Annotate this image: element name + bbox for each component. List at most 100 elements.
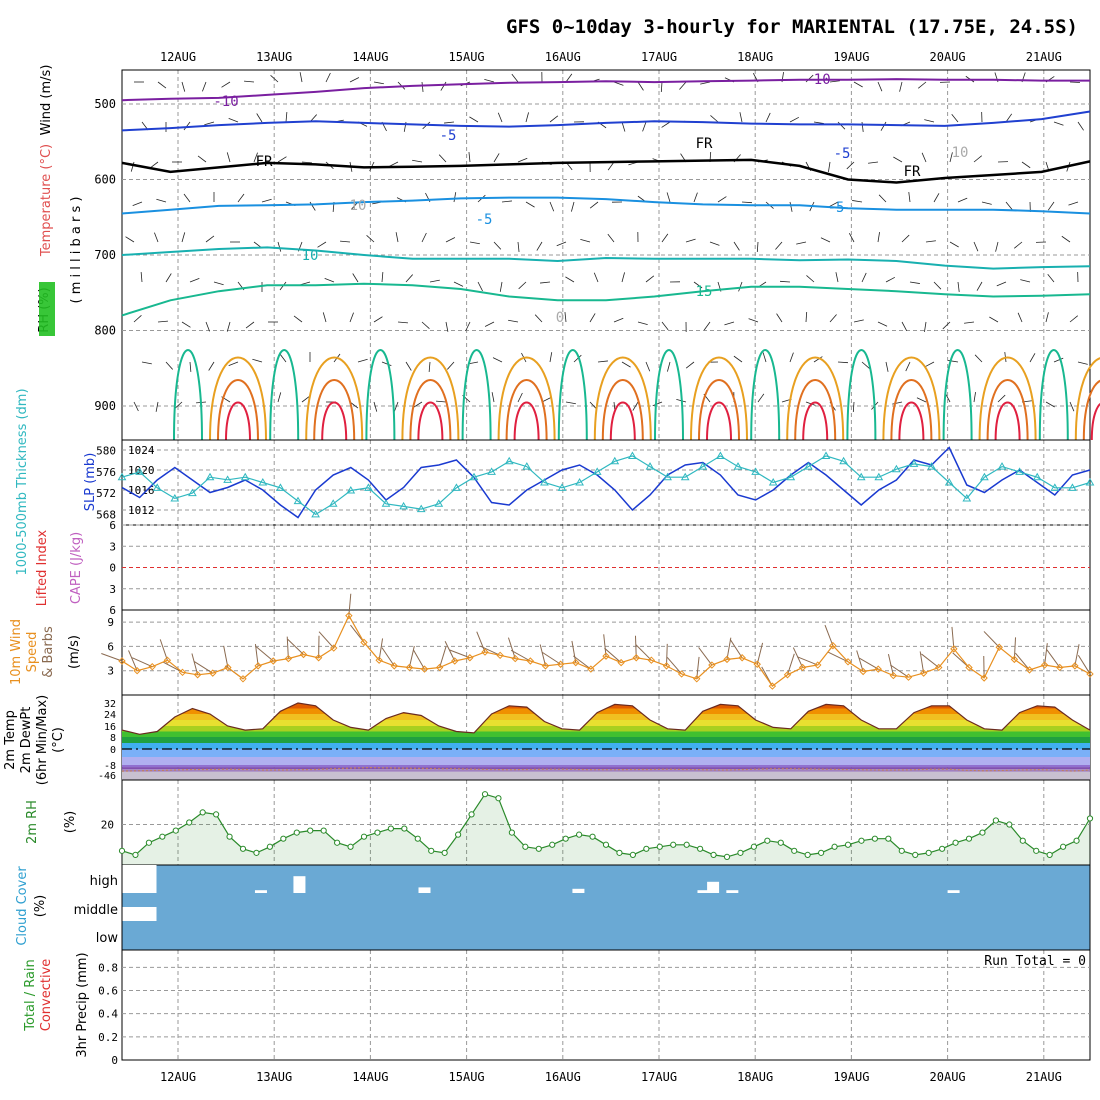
axis-label-part: (°C) [51,727,66,753]
wind-speed-marker [602,652,610,660]
date-label-bottom: 15AUG [449,1070,485,1084]
axis-label: Temperature (°C) [39,144,54,257]
wind-speed-marker [420,665,429,673]
thickness-marker [610,456,620,465]
wind-barb [477,281,483,292]
contour-label: -5 [828,200,845,216]
wind-speed-marker [995,643,1003,651]
temperature-band [122,757,1090,765]
wind-barb [493,153,500,163]
contour-label: FR [904,164,921,180]
wind-barb [287,638,304,655]
wind-barb [1045,312,1049,323]
wind-barb [256,113,263,123]
wind-barb [632,401,639,411]
date-label-top: 19AUG [833,50,869,64]
rh-marker [481,791,489,798]
wind-barb [340,240,351,243]
temperature-band [122,731,1090,737]
wind-barb [949,152,953,163]
precip-tick-label: 0 [111,1054,118,1067]
rh-marker [1060,843,1067,850]
temperature-tick-label: 32 [104,699,116,710]
wind-barb [299,72,303,83]
wind-barb [165,361,173,370]
thickness-marker [223,475,232,483]
wind-barb [221,81,231,88]
warm-contour [321,401,348,441]
lifted-index-tick-label: 0 [109,562,116,575]
thickness-marker [276,483,285,491]
rh-marker [656,843,663,850]
wind-speed-marker [405,663,414,672]
wind-barb [539,644,546,666]
contour-label: FR [256,154,273,170]
temperature-tick-label: 24 [104,710,116,721]
wind-barb [1047,201,1055,211]
wind-barb [685,238,696,243]
wind-barb [983,631,1000,648]
wind-barb [157,81,167,89]
wind-barb [901,321,908,332]
axis-label: Total / Rain [23,959,38,1032]
temperature-band [122,737,1090,743]
wind-barb [829,314,837,323]
rh-marker [844,841,852,848]
wind-barb [717,196,727,203]
wind-barb [181,232,186,243]
rh-marker [1033,847,1040,854]
rh-marker [831,843,838,850]
wind-barb [159,639,168,661]
wind-barb [933,193,940,203]
wind-barb [739,112,743,123]
lifted-index-tick-label: 6 [109,519,116,532]
thickness-marker [170,493,180,502]
wind-speed-marker [314,654,323,662]
cloud-gap [726,890,739,893]
wind-speed-marker [1056,663,1064,672]
date-label-top: 16AUG [545,50,581,64]
wind-barb [394,401,399,412]
wind-speed-marker [859,667,867,676]
thickness-marker [399,501,408,510]
wind-barb [789,116,800,123]
isotherm-line [121,110,1091,132]
wind-barb [318,631,335,649]
axis-label-part: (6hr Min/Max) [35,695,50,785]
wind-barb [964,321,975,324]
thickness-marker [258,478,268,486]
thickness-marker [1068,483,1077,491]
axis-label-part: (%) [63,811,78,834]
rh-marker [965,835,973,842]
wind-barb [666,643,668,666]
lifted-index-tick-label: 6 [109,604,116,617]
wind-barb [493,241,502,250]
contour-label: -10 [805,72,830,88]
rh-marker [562,835,569,842]
rh-marker [441,849,448,856]
wind-barb [397,321,408,324]
wind-barb [1014,652,1030,671]
wind-barb [660,81,663,93]
wind-speed-marker [783,671,792,679]
wind-barb [154,232,159,243]
thickness-marker [733,462,743,470]
wind-barb [933,281,942,290]
precip-tick-label: 0.8 [98,961,118,974]
wind-barb [666,192,671,203]
date-label-top: 21AUG [1026,50,1062,64]
wind-barb [517,157,528,163]
warm-contour [217,379,259,441]
warm-contour [986,379,1029,441]
wind-barb [1074,644,1080,666]
wind-barb [285,112,288,123]
wind-barb [693,192,698,203]
thickness-marker [909,459,919,467]
cloud-gap [293,876,306,893]
wind-barb [861,361,870,369]
thickness-marker [1085,478,1095,486]
thickness-marker [927,462,936,470]
isotherm-line [121,158,1091,184]
wind-barb [1045,401,1055,408]
